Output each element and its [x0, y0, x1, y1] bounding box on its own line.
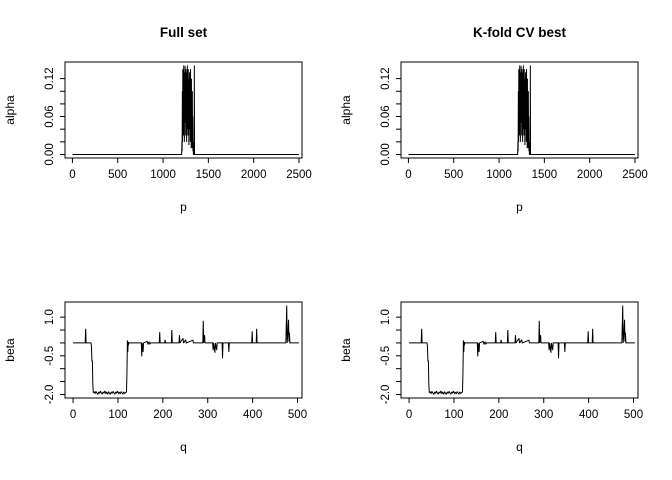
plot-box: [400, 61, 639, 159]
y-axis-label: beta: [339, 338, 353, 362]
y-tick-label: 0.06: [44, 105, 56, 127]
panel-full-set-alpha: 0 500 1000 1500 2000 2500 0.00 0.06 0.12 p alpha Fu…: [3, 25, 312, 214]
x-tick-label: 0: [406, 409, 412, 421]
data-line: [72, 65, 299, 155]
x-tick-label: 300: [198, 409, 217, 421]
y-axis-label: alpha: [339, 95, 353, 125]
plot-box: [400, 301, 639, 399]
x-tick-label: 200: [489, 409, 508, 421]
x-tick-label: 1000: [486, 169, 512, 181]
plot-box: [64, 301, 303, 399]
x-tick-label: 2000: [577, 169, 603, 181]
y-tick-label: -2.0: [44, 385, 56, 405]
x-tick-label: 0: [69, 169, 75, 181]
x-tick-label: 0: [405, 169, 411, 181]
x-tick-label: 1000: [150, 169, 176, 181]
y-axis-label: beta: [3, 338, 17, 362]
x-tick-label: 2000: [241, 169, 267, 181]
x-tick-label: 200: [153, 409, 172, 421]
x-axis-label: q: [180, 440, 187, 454]
x-tick-label: 0: [70, 409, 76, 421]
y-tick-label: 1.0: [380, 309, 392, 325]
chart-title: K-fold CV best: [473, 25, 567, 40]
x-tick-label: 500: [108, 169, 127, 181]
x-tick-label: 300: [534, 409, 553, 421]
y-tick-label: 0.06: [380, 105, 392, 127]
x-tick-label: 100: [444, 409, 463, 421]
x-tick-label: 1500: [196, 169, 222, 181]
x-tick-label: 100: [108, 409, 127, 421]
panel-kfold-cv-beta: 0 100 200 300 400 500 -2.0 -0.5 1.0 q beta: [339, 301, 643, 454]
x-tick-label: 1500: [532, 169, 558, 181]
x-axis-label: p: [516, 200, 523, 214]
x-tick-label: 500: [288, 409, 307, 421]
y-tick-label: 0.00: [380, 143, 392, 165]
plot-box: [64, 61, 303, 159]
x-tick-label: 400: [579, 409, 598, 421]
y-tick-label: 0.12: [380, 67, 392, 89]
x-tick-label: 2500: [286, 169, 312, 181]
data-line: [408, 65, 635, 155]
data-line: [73, 305, 299, 395]
x-tick-label: 2500: [622, 169, 648, 181]
x-tick-label: 500: [624, 409, 643, 421]
y-tick-label: 0.00: [44, 143, 56, 165]
y-tick-label: -0.5: [44, 346, 56, 366]
chart-title: Full set: [160, 25, 208, 40]
x-tick-label: 400: [243, 409, 262, 421]
x-axis-label: q: [516, 440, 523, 454]
data-line: [409, 305, 635, 395]
x-axis-label: p: [180, 200, 187, 214]
y-tick-label: -0.5: [380, 346, 392, 366]
y-tick-label: 1.0: [44, 309, 56, 325]
y-tick-label: -2.0: [380, 385, 392, 405]
y-tick-label: 0.12: [44, 67, 56, 89]
panel-kfold-cv-alpha: 0 500 1000 1500 2000 2500 0.00 0.06 0.12 p alpha K-…: [339, 25, 648, 214]
x-tick-label: 500: [444, 169, 463, 181]
y-axis-label: alpha: [3, 95, 17, 125]
panel-full-set-beta: 0 100 200 300 400 500 -2.0 -0.5 1.0 q beta: [3, 301, 307, 454]
